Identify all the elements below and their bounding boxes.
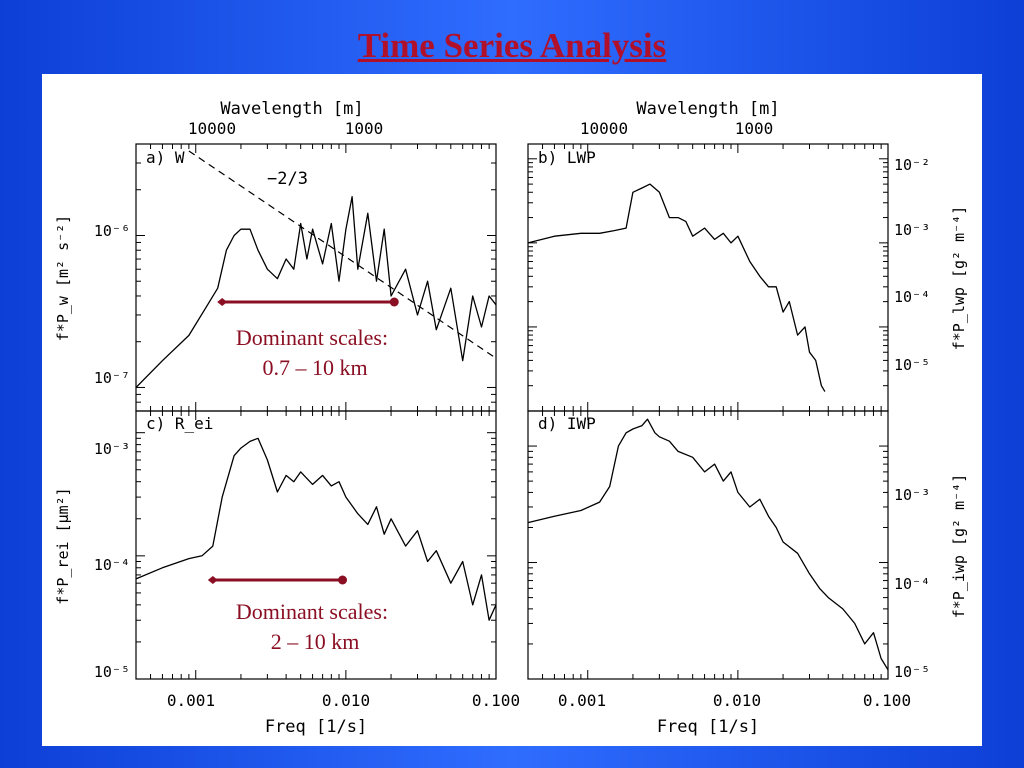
panel-label-b: b) LWP <box>538 148 596 167</box>
x-tick-label-c-0: 0.001 <box>167 691 215 710</box>
dominant-scale-bar-end <box>389 297 399 307</box>
panel-b: Wavelength [m] 10000 1000 b) LWP 10⁻² 10… <box>527 99 968 412</box>
x-tick-label-d-0: 0.001 <box>558 691 606 710</box>
spectrum-line-2 <box>135 437 497 621</box>
data-marks <box>135 143 889 680</box>
y-tick-label-c-1: 10⁻⁴ <box>94 556 130 574</box>
spectrum-line-3 <box>527 418 889 671</box>
panel-label-c: c) R_ei <box>146 414 213 433</box>
y-tick-label-a-1: 10⁻⁷ <box>94 369 130 387</box>
plot-frame-c <box>135 410 497 680</box>
x-tick-label-d-2: 0.100 <box>863 691 911 710</box>
top-tick-label-b-0: 10000 <box>580 119 628 138</box>
top-tick-label-a-0: 10000 <box>188 119 236 138</box>
panel-label-d: d) IWP <box>538 414 596 433</box>
x-axis-label-c: Freq [1/s] <box>265 717 367 737</box>
y-axis-label-d: f*P_iwp [g² m⁻⁴] <box>950 474 968 619</box>
panel-d: d) IWP 10⁻³ 10⁻⁴ 10⁻⁵ f*P_iwp [g² m⁻⁴] 0… <box>527 410 968 737</box>
top-tick-label-a-1: 1000 <box>345 119 384 138</box>
annotation-bottom-line2: 2 – 10 km <box>271 629 360 654</box>
top-axis-title-a: Wavelength [m] <box>220 99 363 119</box>
top-axis-title-b: Wavelength [m] <box>636 99 779 119</box>
y-tick-label-b-1: 10⁻³ <box>894 221 930 239</box>
y-tick-label-b-3: 10⁻⁵ <box>894 356 930 374</box>
y-tick-label-d-0: 10⁻³ <box>894 486 930 504</box>
y-tick-label-c-0: 10⁻³ <box>94 440 130 458</box>
annotation-top-line1: Dominant scales: <box>236 325 388 350</box>
spectrum-line-0 <box>135 196 497 388</box>
dominant-scale-bar-start <box>217 298 228 306</box>
y-tick-label-b-2: 10⁻⁴ <box>894 288 930 306</box>
panel-a: Wavelength [m] 10000 1000 a) W 10⁻⁶ 10⁻⁷… <box>54 99 497 412</box>
slide-title: Time Series Analysis <box>357 26 667 65</box>
x-axis-label-d: Freq [1/s] <box>657 717 759 737</box>
x-tick-label-d-1: 0.010 <box>713 691 761 710</box>
top-tick-label-b-1: 1000 <box>735 119 774 138</box>
y-tick-label-d-1: 10⁻⁴ <box>894 575 930 593</box>
slope-label: −2/3 <box>267 169 308 189</box>
y-tick-label-b-0: 10⁻² <box>894 156 930 174</box>
x-tick-label-c-1: 0.010 <box>322 691 370 710</box>
annotation-top-line2: 0.7 – 10 km <box>262 355 367 380</box>
dominant-scale-bar-end <box>338 575 348 585</box>
spectra-figure: Wavelength [m] 10000 1000 a) W 10⁻⁶ 10⁻⁷… <box>54 99 968 737</box>
dominant-scale-bar-start <box>207 576 218 584</box>
y-tick-label-d-2: 10⁻⁵ <box>894 663 930 681</box>
y-tick-label-a-0: 10⁻⁶ <box>94 222 130 240</box>
plot-frame-d <box>527 410 889 680</box>
x-tick-label-c-2: 0.100 <box>472 691 520 710</box>
plot-frame-b <box>527 143 889 412</box>
y-axis-label-c: f*P_rei [μm²] <box>54 487 72 604</box>
panel-label-a: a) W <box>146 148 185 167</box>
slope-reference-line <box>188 150 497 359</box>
figure-panel <box>42 74 982 746</box>
y-axis-label-b: f*P_lwp [g² m⁻⁴] <box>950 206 968 351</box>
spectrum-line-1 <box>527 183 826 392</box>
panel-c: c) R_ei 10⁻³ 10⁻⁴ 10⁻⁵ f*P_rei [μm²] 0.0… <box>54 410 520 737</box>
y-axis-label-a: f*P_w [m² s⁻²] <box>54 215 72 341</box>
annotation-bottom-line1: Dominant scales: <box>236 599 388 624</box>
y-tick-label-c-2: 10⁻⁵ <box>94 663 130 681</box>
